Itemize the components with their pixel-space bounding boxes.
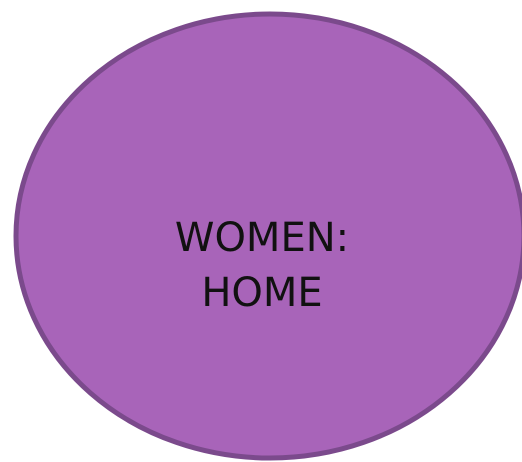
label-line: HOME: [201, 270, 322, 316]
ellipse: [13, 11, 522, 461]
label-line: WOMEN:: [175, 215, 349, 261]
